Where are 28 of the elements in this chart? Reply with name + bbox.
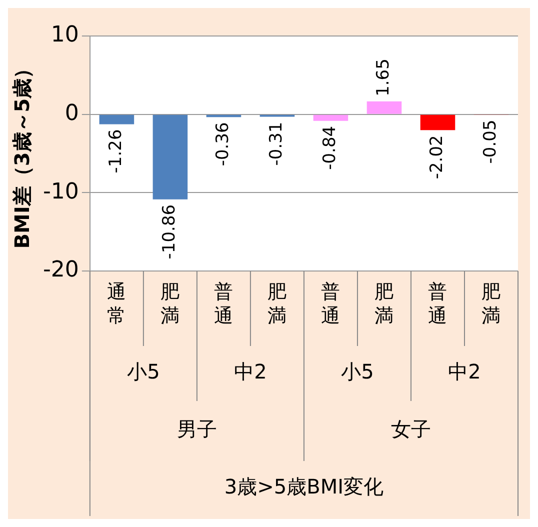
x-tick-label: 普通 [214, 280, 234, 327]
x-tick-label: 肥満 [482, 280, 501, 327]
text: 3歳>5歳BMI変化 [224, 474, 384, 499]
y-tick-label: -10 [42, 179, 79, 204]
text: 女子 [390, 417, 431, 442]
text: 中2 [234, 360, 267, 384]
text: 男子 [176, 417, 217, 442]
x-tick-label: 肥満 [268, 280, 287, 327]
y-tick-label: 0 [64, 101, 79, 126]
data-label: -0.31 [266, 122, 287, 166]
text: 中2 [448, 360, 481, 384]
x-tick-label: 通常 [107, 280, 126, 327]
y-axis-title: BMI差（3歳～5歳） [10, 58, 34, 249]
data-label: -2.02 [427, 135, 448, 180]
data-label: -1.26 [106, 129, 126, 174]
data-label: -0.05 [480, 120, 501, 164]
x-tick-label: 普通 [428, 280, 448, 327]
data-label: -10.86 [160, 204, 180, 260]
data-label: -0.36 [213, 122, 234, 166]
text: 小5 [341, 360, 374, 384]
x-tick-label: 肥満 [374, 280, 394, 327]
data-label: -0.84 [320, 126, 340, 170]
x-tick-label: 普通 [321, 280, 340, 327]
y-tick-label: -20 [42, 258, 79, 283]
x-tick-label: 肥満 [160, 280, 180, 327]
text: 小5 [127, 360, 160, 384]
data-label: 1.65 [374, 58, 394, 96]
y-tick-label: 10 [50, 22, 79, 48]
